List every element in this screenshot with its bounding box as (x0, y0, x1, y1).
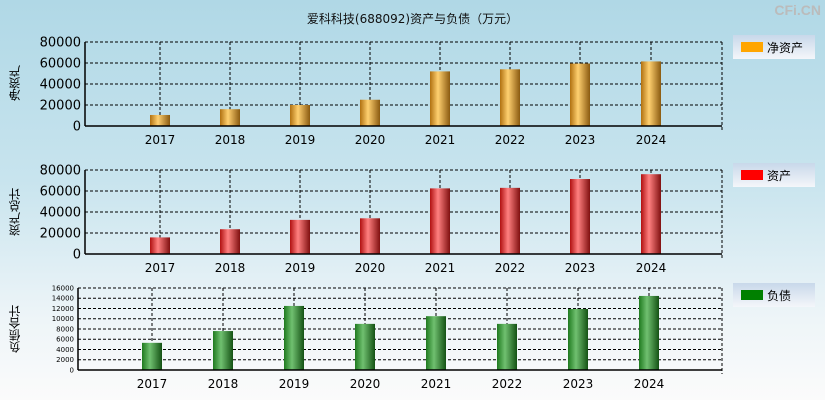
x-tick-label: 2021 (425, 133, 456, 147)
y-axis-label-3: 负债合计 (8, 305, 22, 353)
x-tick-label: 2020 (355, 133, 386, 147)
bar-2019 (290, 105, 310, 126)
bar-2019 (290, 219, 310, 254)
bar-2018 (220, 109, 240, 126)
x-tick-label: 2017 (145, 261, 176, 275)
y-tick-label: 20000 (40, 227, 81, 242)
bar-2022 (500, 187, 520, 254)
x-tick-label: 2019 (285, 261, 316, 275)
bar-2021 (430, 71, 450, 126)
x-tick-label: 2024 (634, 377, 665, 391)
bar-2023 (570, 179, 590, 254)
y-tick-label: 80000 (40, 164, 81, 179)
bar-2024 (641, 174, 661, 254)
x-tick-label: 2019 (285, 133, 316, 147)
bar-2018 (220, 229, 240, 254)
y-tick-label: 60000 (40, 185, 81, 200)
legend-2: 资产 (733, 163, 815, 187)
legend-label: 净资产 (767, 40, 804, 55)
legend-label: 负债 (767, 288, 792, 303)
legend-swatch (741, 42, 763, 52)
y-axis-label-2: 资产总计 (8, 188, 22, 236)
x-tick-label: 2018 (208, 377, 239, 391)
x-tick-label: 2017 (145, 133, 176, 147)
bar-2024 (641, 61, 661, 126)
bar-2022 (497, 323, 517, 370)
x-tick-label: 2018 (215, 261, 246, 275)
y-tick-label: 14000 (52, 295, 74, 303)
bar-2017 (150, 237, 170, 254)
y-tick-label: 20000 (40, 99, 81, 114)
x-tick-label: 2024 (636, 261, 667, 275)
y-tick-label: 6000 (56, 336, 74, 344)
y-tick-label: 10000 (52, 315, 74, 323)
y-tick-label: 0 (73, 120, 81, 135)
y-tick-label: 0 (70, 366, 74, 374)
y-tick-label: 4000 (56, 346, 74, 354)
bar-2023 (570, 63, 590, 126)
x-tick-label: 2017 (137, 377, 168, 391)
legend-swatch (741, 290, 763, 300)
x-tick-label: 2024 (636, 133, 667, 147)
x-tick-label: 2018 (215, 133, 246, 147)
y-axis-label-1: 净资产 (8, 65, 22, 101)
y-tick-label: 40000 (40, 78, 81, 93)
legend-label: 资产 (767, 168, 792, 183)
bar-2017 (142, 342, 162, 370)
y-tick-label: 40000 (40, 206, 81, 221)
legend-1: 净资产 (733, 35, 815, 59)
chart-title: 爱科科技(688092)资产与负债（万元） (306, 12, 519, 26)
bar-2017 (150, 114, 170, 126)
bar-2020 (360, 218, 380, 254)
x-tick-label: 2019 (279, 377, 310, 391)
bar-2019 (284, 305, 304, 370)
x-tick-label: 2022 (495, 133, 526, 147)
y-tick-label: 0 (73, 248, 81, 263)
x-tick-label: 2020 (355, 261, 386, 275)
logo: CFi.CN (774, 2, 821, 18)
bar-2021 (430, 188, 450, 254)
y-tick-label: 8000 (56, 325, 74, 333)
bar-2018 (213, 331, 233, 370)
bar-2021 (426, 316, 446, 370)
bar-2023 (568, 309, 588, 370)
x-tick-label: 2023 (565, 133, 596, 147)
bar-2024 (639, 295, 659, 370)
x-tick-label: 2021 (425, 261, 456, 275)
bar-2020 (360, 99, 380, 126)
x-tick-label: 2022 (492, 377, 523, 391)
y-tick-label: 2000 (56, 356, 74, 364)
x-tick-label: 2023 (563, 377, 594, 391)
y-tick-label: 16000 (52, 284, 74, 292)
y-tick-label: 60000 (40, 57, 81, 72)
x-tick-label: 2023 (565, 261, 596, 275)
y-tick-label: 12000 (52, 305, 74, 313)
bar-2020 (355, 323, 375, 370)
y-tick-label: 80000 (40, 36, 81, 51)
x-tick-label: 2020 (350, 377, 381, 391)
legend-swatch (741, 170, 763, 180)
x-tick-label: 2021 (421, 377, 452, 391)
bar-2022 (500, 69, 520, 126)
legend-3: 负债 (733, 283, 815, 307)
x-tick-label: 2022 (495, 261, 526, 275)
